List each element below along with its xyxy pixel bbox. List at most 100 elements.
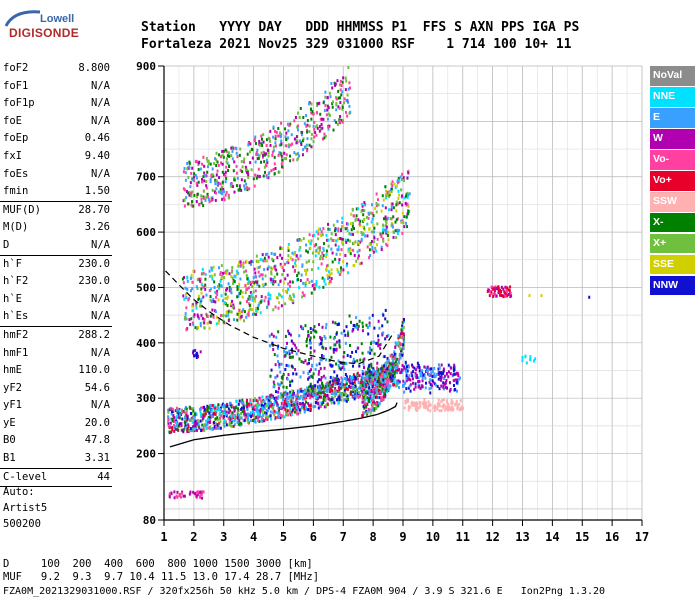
echo-point <box>279 151 282 155</box>
echo-point <box>256 153 259 157</box>
echo-point <box>281 266 284 270</box>
echo-point <box>293 151 296 155</box>
echo-point <box>333 81 336 85</box>
echo-point <box>331 392 334 396</box>
echo-point <box>380 384 383 388</box>
echo-point <box>225 410 228 414</box>
echo-point <box>507 292 510 296</box>
echo-point <box>263 268 266 272</box>
echo-point <box>437 402 440 406</box>
echo-point <box>338 83 341 87</box>
echo-point <box>262 174 265 178</box>
echo-point <box>321 384 324 388</box>
echo-point <box>297 278 300 282</box>
echo-point <box>253 412 256 416</box>
echo-point <box>387 230 390 234</box>
echo-point <box>295 372 298 376</box>
echo-point <box>348 343 351 347</box>
echo-point <box>446 406 449 410</box>
echo-point <box>207 162 210 166</box>
echo-point <box>325 253 328 257</box>
param-value: 28.70 <box>78 203 110 216</box>
echo-point <box>209 413 212 417</box>
echo-point <box>187 423 190 427</box>
echo-point <box>340 248 343 252</box>
echo-point <box>187 175 190 179</box>
echo-point <box>209 425 212 429</box>
echo-point <box>209 298 212 302</box>
echo-point <box>256 401 259 405</box>
param-name: B1 <box>3 452 16 465</box>
echo-point <box>391 374 394 378</box>
echo-point <box>363 382 366 386</box>
echo-point <box>431 374 434 378</box>
echo-point <box>239 421 242 425</box>
echo-point <box>220 185 223 189</box>
echo-point <box>279 405 282 409</box>
echo-point <box>343 350 346 354</box>
param-value: N/A <box>91 97 110 110</box>
echo-point <box>425 401 428 405</box>
echo-point <box>397 176 400 180</box>
echo-point <box>195 494 198 498</box>
echo-point <box>217 321 220 325</box>
echo-point <box>326 104 329 108</box>
echo-point <box>276 256 279 260</box>
echo-point <box>203 179 206 183</box>
echo-point <box>342 393 345 397</box>
echo-point <box>339 79 342 83</box>
echo-point <box>293 119 296 123</box>
echo-point <box>425 367 428 371</box>
echo-point <box>284 397 287 401</box>
echo-point <box>388 191 391 195</box>
echo-point <box>361 400 364 404</box>
echo-point <box>192 178 195 182</box>
echo-point <box>383 392 386 396</box>
echo-point <box>287 364 290 368</box>
echo-point <box>285 395 288 399</box>
echo-point <box>281 398 284 402</box>
echo-point <box>296 152 299 156</box>
echo-point <box>224 148 227 152</box>
echo-point <box>373 236 376 240</box>
echo-point <box>305 270 308 274</box>
legend-item: X+ <box>650 233 695 254</box>
echo-point <box>344 387 347 391</box>
echo-point <box>442 398 445 402</box>
echo-point <box>370 220 373 224</box>
echo-point <box>240 412 243 416</box>
echo-point <box>289 143 292 147</box>
echo-point <box>265 417 268 421</box>
echo-point <box>364 393 367 397</box>
echo-point <box>385 242 388 246</box>
echo-point <box>173 424 176 428</box>
echo-point <box>366 396 369 400</box>
echo-point <box>329 346 332 350</box>
echo-point <box>168 492 171 496</box>
echo-point <box>291 389 294 393</box>
echo-point <box>279 370 282 374</box>
echo-point <box>241 170 244 174</box>
echo-point <box>416 408 419 412</box>
echo-point <box>197 424 200 428</box>
echo-point <box>207 415 210 419</box>
echo-point <box>247 281 250 285</box>
echo-point <box>278 143 281 147</box>
echo-point <box>201 180 204 184</box>
echo-point <box>386 371 389 375</box>
echo-point <box>198 160 201 164</box>
echo-point <box>289 333 292 337</box>
echo-point <box>429 391 432 395</box>
echo-point <box>302 294 305 298</box>
echo-point <box>341 80 344 84</box>
echo-point <box>326 108 329 112</box>
echo-point <box>358 319 361 323</box>
echo-point <box>229 418 232 422</box>
echo-point <box>242 404 245 408</box>
echo-point <box>322 246 325 250</box>
echo-point <box>258 139 261 143</box>
echo-point <box>381 324 384 328</box>
echo-point <box>394 360 397 364</box>
echo-point <box>295 352 298 356</box>
echo-point <box>297 349 300 353</box>
